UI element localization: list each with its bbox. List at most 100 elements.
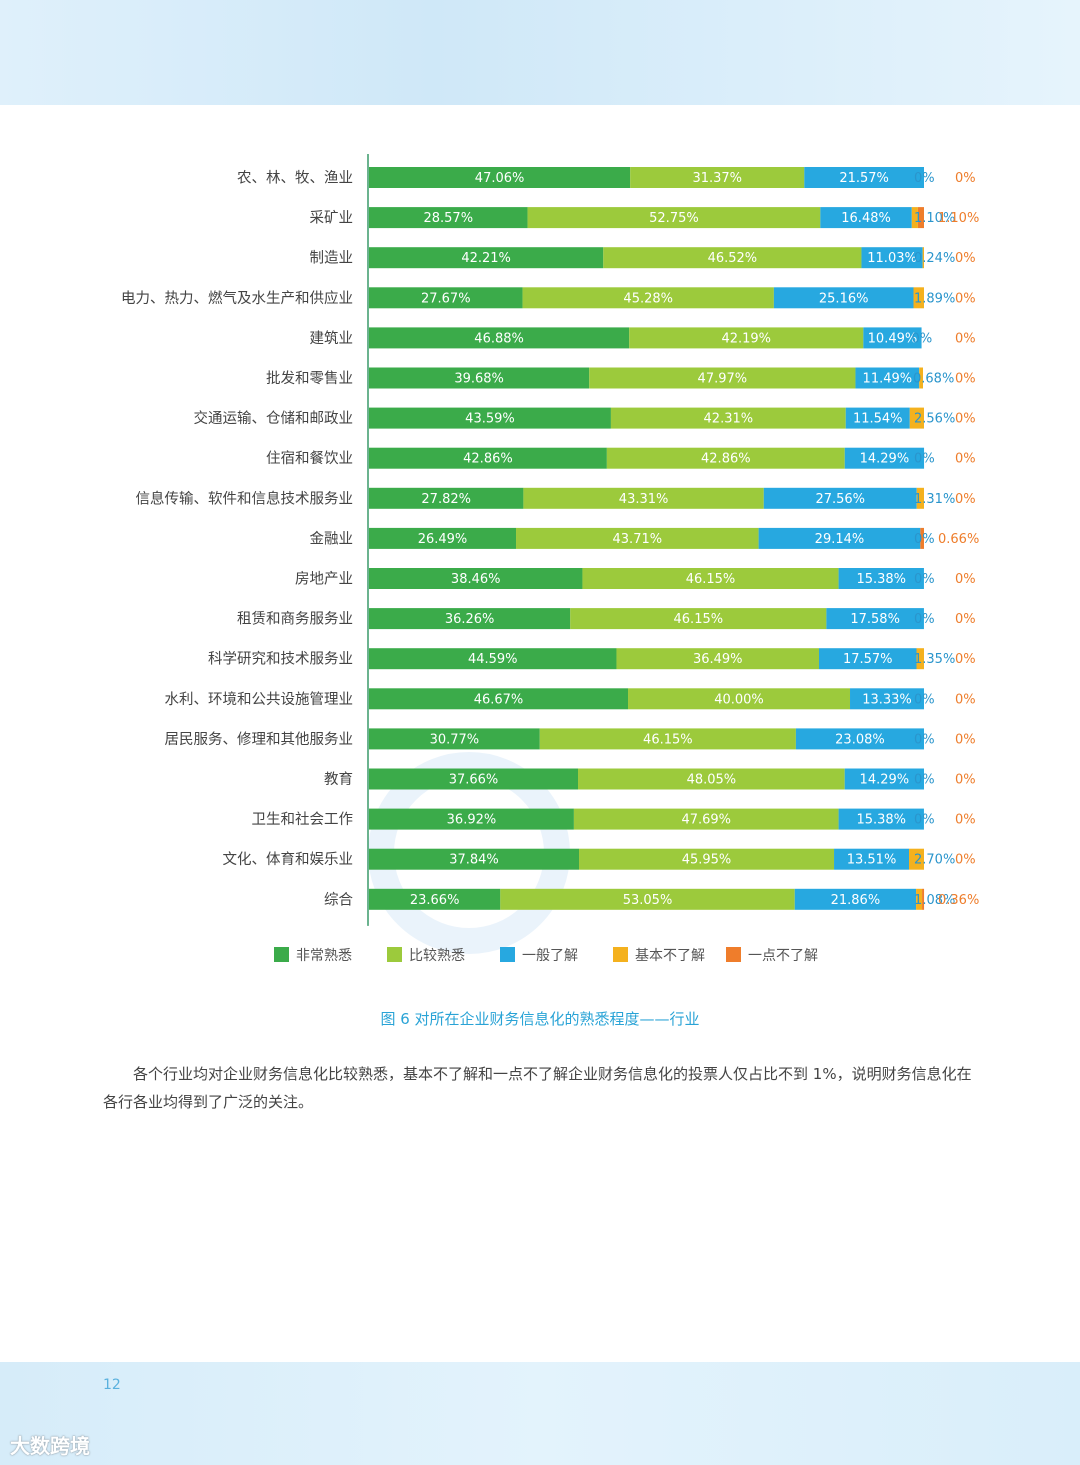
data-label: 27.67% [421, 291, 471, 306]
bar-segment [570, 608, 827, 630]
bar-segment [582, 568, 839, 589]
bar-segment [855, 367, 920, 389]
data-label: 43.59% [465, 412, 515, 427]
data-label: 0% [955, 372, 976, 387]
data-label: 0% [955, 813, 976, 828]
category-label: 采矿业 [310, 210, 354, 227]
data-label: 11.54% [853, 412, 903, 427]
bar-segment [523, 487, 764, 509]
bar-segment [589, 367, 856, 389]
data-label: 15.38% [856, 813, 906, 828]
data-label: 46.15% [686, 572, 736, 587]
bar-segment [922, 888, 925, 910]
bar-segment [863, 327, 922, 349]
legend-swatch [500, 947, 515, 962]
data-label: 44.59% [468, 652, 518, 667]
bar-segment [758, 527, 921, 549]
footer-band [0, 1362, 1080, 1465]
bar-segment [917, 207, 924, 229]
data-label: 0% [955, 251, 976, 266]
category-label: 科学研究和技术服务业 [208, 651, 353, 668]
data-label: 15.38% [856, 572, 906, 587]
bar-segment [369, 608, 571, 630]
data-label: 11.49% [863, 372, 913, 387]
data-label: 42.86% [701, 452, 751, 467]
data-label: 0% [955, 412, 976, 427]
bar-segment [369, 407, 611, 429]
data-label: 37.84% [449, 853, 499, 868]
data-label: 0% [912, 331, 933, 346]
legend-swatch [387, 947, 402, 962]
data-label: 28.57% [423, 211, 473, 226]
bar-segment [369, 287, 523, 309]
data-label: 25.16% [819, 291, 869, 306]
data-label: 1.08% [914, 893, 955, 908]
bar-segment [603, 247, 862, 269]
category-label: 教育 [324, 771, 353, 788]
category-label: 批发和零售业 [266, 370, 353, 387]
bar-segment [804, 167, 924, 188]
data-label: 29.14% [815, 532, 865, 547]
data-label: 0% [914, 452, 935, 467]
category-label: 住宿和餐饮业 [266, 450, 353, 467]
data-label: 39.68% [454, 372, 504, 387]
bar-segment [616, 648, 819, 670]
bar-segment [919, 367, 924, 389]
bar-segment [913, 287, 924, 309]
legend-label: 一点不了解 [748, 948, 818, 964]
data-label: 27.82% [421, 492, 471, 507]
data-label: 37.66% [449, 773, 499, 788]
data-label: 0% [914, 532, 935, 547]
data-label: 42.31% [704, 412, 754, 427]
bar-segment [573, 808, 839, 830]
caption-paragraph: 各个行业均对企业财务信息化比较熟悉，基本不了解和一点不了解企业财务信息化的投票人… [103, 1065, 972, 1111]
data-label: 2.70% [914, 853, 955, 868]
data-label: 23.08% [835, 732, 885, 747]
data-label: 27.56% [815, 492, 865, 507]
category-label: 信息传输、软件和信息技术服务业 [136, 490, 354, 507]
data-label: 0% [955, 732, 976, 747]
bar-segment [369, 768, 579, 790]
bar-segment [916, 487, 924, 509]
data-label: 43.71% [613, 532, 663, 547]
bar-segment [920, 527, 924, 549]
bar-segment [369, 688, 629, 710]
bar-segment [909, 407, 924, 429]
data-label: 0% [955, 612, 976, 627]
data-label: 48.05% [687, 773, 737, 788]
bar-segment [826, 608, 924, 630]
category-label: 综合 [324, 891, 353, 908]
data-label: 47.97% [698, 372, 748, 387]
bar-segment [527, 207, 821, 229]
bar-segment [850, 688, 924, 710]
data-label: 53.05% [623, 893, 673, 908]
data-label: 1.10% [914, 211, 955, 226]
data-label: 0% [955, 171, 976, 186]
category-label: 农、林、牧、渔业 [237, 170, 353, 187]
data-label: 26.49% [418, 532, 468, 547]
bar-segment [606, 447, 845, 469]
data-label: 45.95% [682, 853, 732, 868]
bar-segment [539, 728, 796, 750]
bar-segment [369, 367, 590, 389]
data-label: 36.49% [693, 652, 743, 667]
legend-label: 比较熟悉 [409, 948, 465, 964]
data-label: 42.19% [721, 331, 771, 346]
bar-segment [629, 327, 864, 349]
category-label: 电力、热力、燃气及水生产和供应业 [121, 289, 353, 307]
data-label: 42.86% [463, 452, 513, 467]
category-label: 文化、体育和娱乐业 [223, 851, 354, 868]
bar-segment [838, 808, 924, 830]
bar-segment [773, 287, 914, 309]
bar-segment [369, 648, 617, 670]
bar-segment [844, 447, 925, 469]
data-label: 23.66% [410, 893, 460, 908]
bar-segment [845, 407, 910, 429]
bar-segment [795, 728, 924, 750]
bar-segment [922, 247, 924, 269]
data-label: 14.29% [860, 452, 910, 467]
bar-segment [516, 527, 759, 549]
legend-swatch [613, 947, 628, 962]
bar-segment [522, 287, 774, 309]
data-label: 0% [955, 291, 976, 306]
